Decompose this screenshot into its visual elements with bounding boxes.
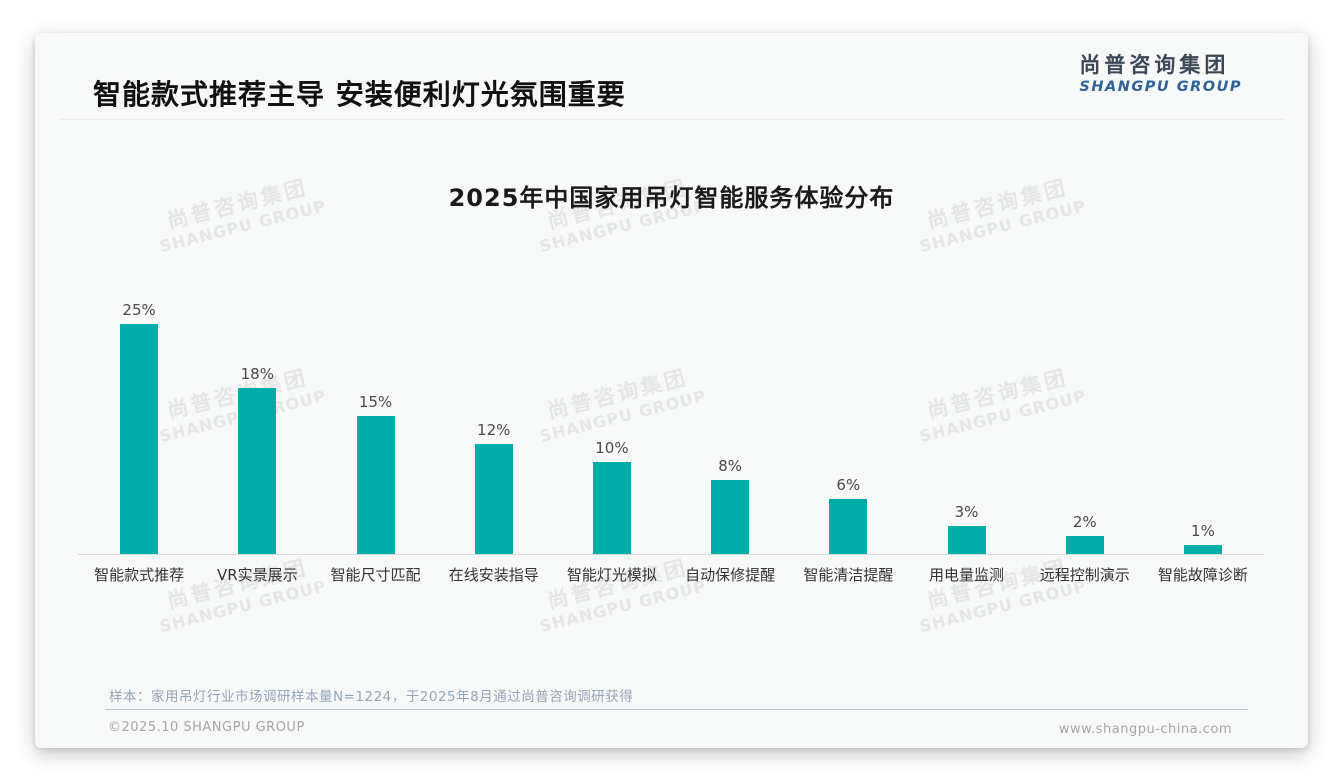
bar-value-label: 10% [595, 439, 629, 457]
bar [474, 443, 513, 554]
bar-value-label: 1% [1191, 521, 1215, 540]
bar [1183, 544, 1222, 554]
bar [947, 526, 986, 554]
x-axis-line [78, 554, 1264, 555]
bar [829, 498, 868, 554]
bar-value-label: 12% [477, 420, 511, 439]
bar-value-label: 25% [122, 301, 156, 319]
bar-chart: 25% 18% 15% 12% 10% 8% 6% 3% 2% 1% [80, 299, 1262, 554]
x-axis-labels: 智能款式推荐 VR实景展示 智能尺寸匹配 在线安装指导 智能灯光模拟 自动保修提醒 智能清洁… [80, 564, 1262, 585]
category-label: 智能清洁提醒 [803, 566, 894, 584]
report-card: 尚普咨询集团 SHANGPU GROUP 尚普咨询集团 SHANGPU GROUP 尚普… [35, 33, 1308, 748]
footer-divider [105, 709, 1248, 710]
category-label: 用电量监测 [929, 566, 1005, 584]
bar-value-label: 2% [1072, 512, 1097, 531]
chart-title: 2025年中国家用吊灯智能服务体验分布 [448, 184, 895, 212]
bar-column: 15% [316, 299, 434, 554]
logo-english-name: SHANGPU GROUP [1079, 79, 1242, 96]
bar [120, 324, 159, 554]
bar-column: 8% [671, 299, 789, 554]
content-layer: 智能款式推荐主导 安装便利灯光氛围重要 尚普咨询集团 SHANGPU GROUP… [35, 33, 1308, 748]
category-label: 智能尺寸匹配 [330, 566, 421, 584]
logo-chinese-name: 尚普咨询集团 [1079, 53, 1230, 77]
bar-value-label: 15% [358, 393, 393, 411]
sample-note: 样本：家用吊灯行业市场调研样本量N=1224，于2025年8月通过尚普咨询调研获… [109, 689, 634, 705]
bar-column: 3% [907, 299, 1025, 554]
category-label: 智能灯光模拟 [566, 566, 657, 584]
category-label: 智能故障诊断 [1157, 566, 1248, 584]
category-label: 智能款式推荐 [94, 566, 185, 584]
bar-column: 2% [1026, 299, 1144, 554]
bar-value-label: 3% [954, 503, 979, 522]
bar-column: 1% [1144, 299, 1262, 554]
page-title: 智能款式推荐主导 安装便利灯光氛围重要 [93, 78, 626, 111]
company-logo: 尚普咨询集团 SHANGPU GROUP [1079, 53, 1242, 96]
bar-column: 10% [553, 299, 671, 554]
bar-column: 25% [80, 299, 198, 554]
bar [711, 480, 750, 554]
bar-column: 6% [789, 299, 907, 554]
bar-value-label: 8% [718, 457, 743, 476]
bar-value-label: 18% [240, 365, 274, 384]
bar-column: 12% [435, 299, 553, 554]
bar-value-label: 6% [836, 475, 861, 494]
header-divider [59, 119, 1284, 120]
bar [238, 388, 277, 554]
copyright-text: ©2025.10 SHANGPU GROUP [108, 720, 305, 735]
category-label: VR实景展示 [216, 566, 298, 584]
category-label: 在线安装指导 [448, 566, 539, 584]
bar [592, 462, 631, 554]
website-text: www.shangpu-china.com [1058, 722, 1232, 737]
bar [356, 416, 395, 554]
bar-column: 18% [198, 299, 316, 554]
category-label: 远程控制演示 [1039, 566, 1130, 584]
bar [1065, 535, 1104, 554]
category-label: 自动保修提醒 [685, 566, 776, 584]
